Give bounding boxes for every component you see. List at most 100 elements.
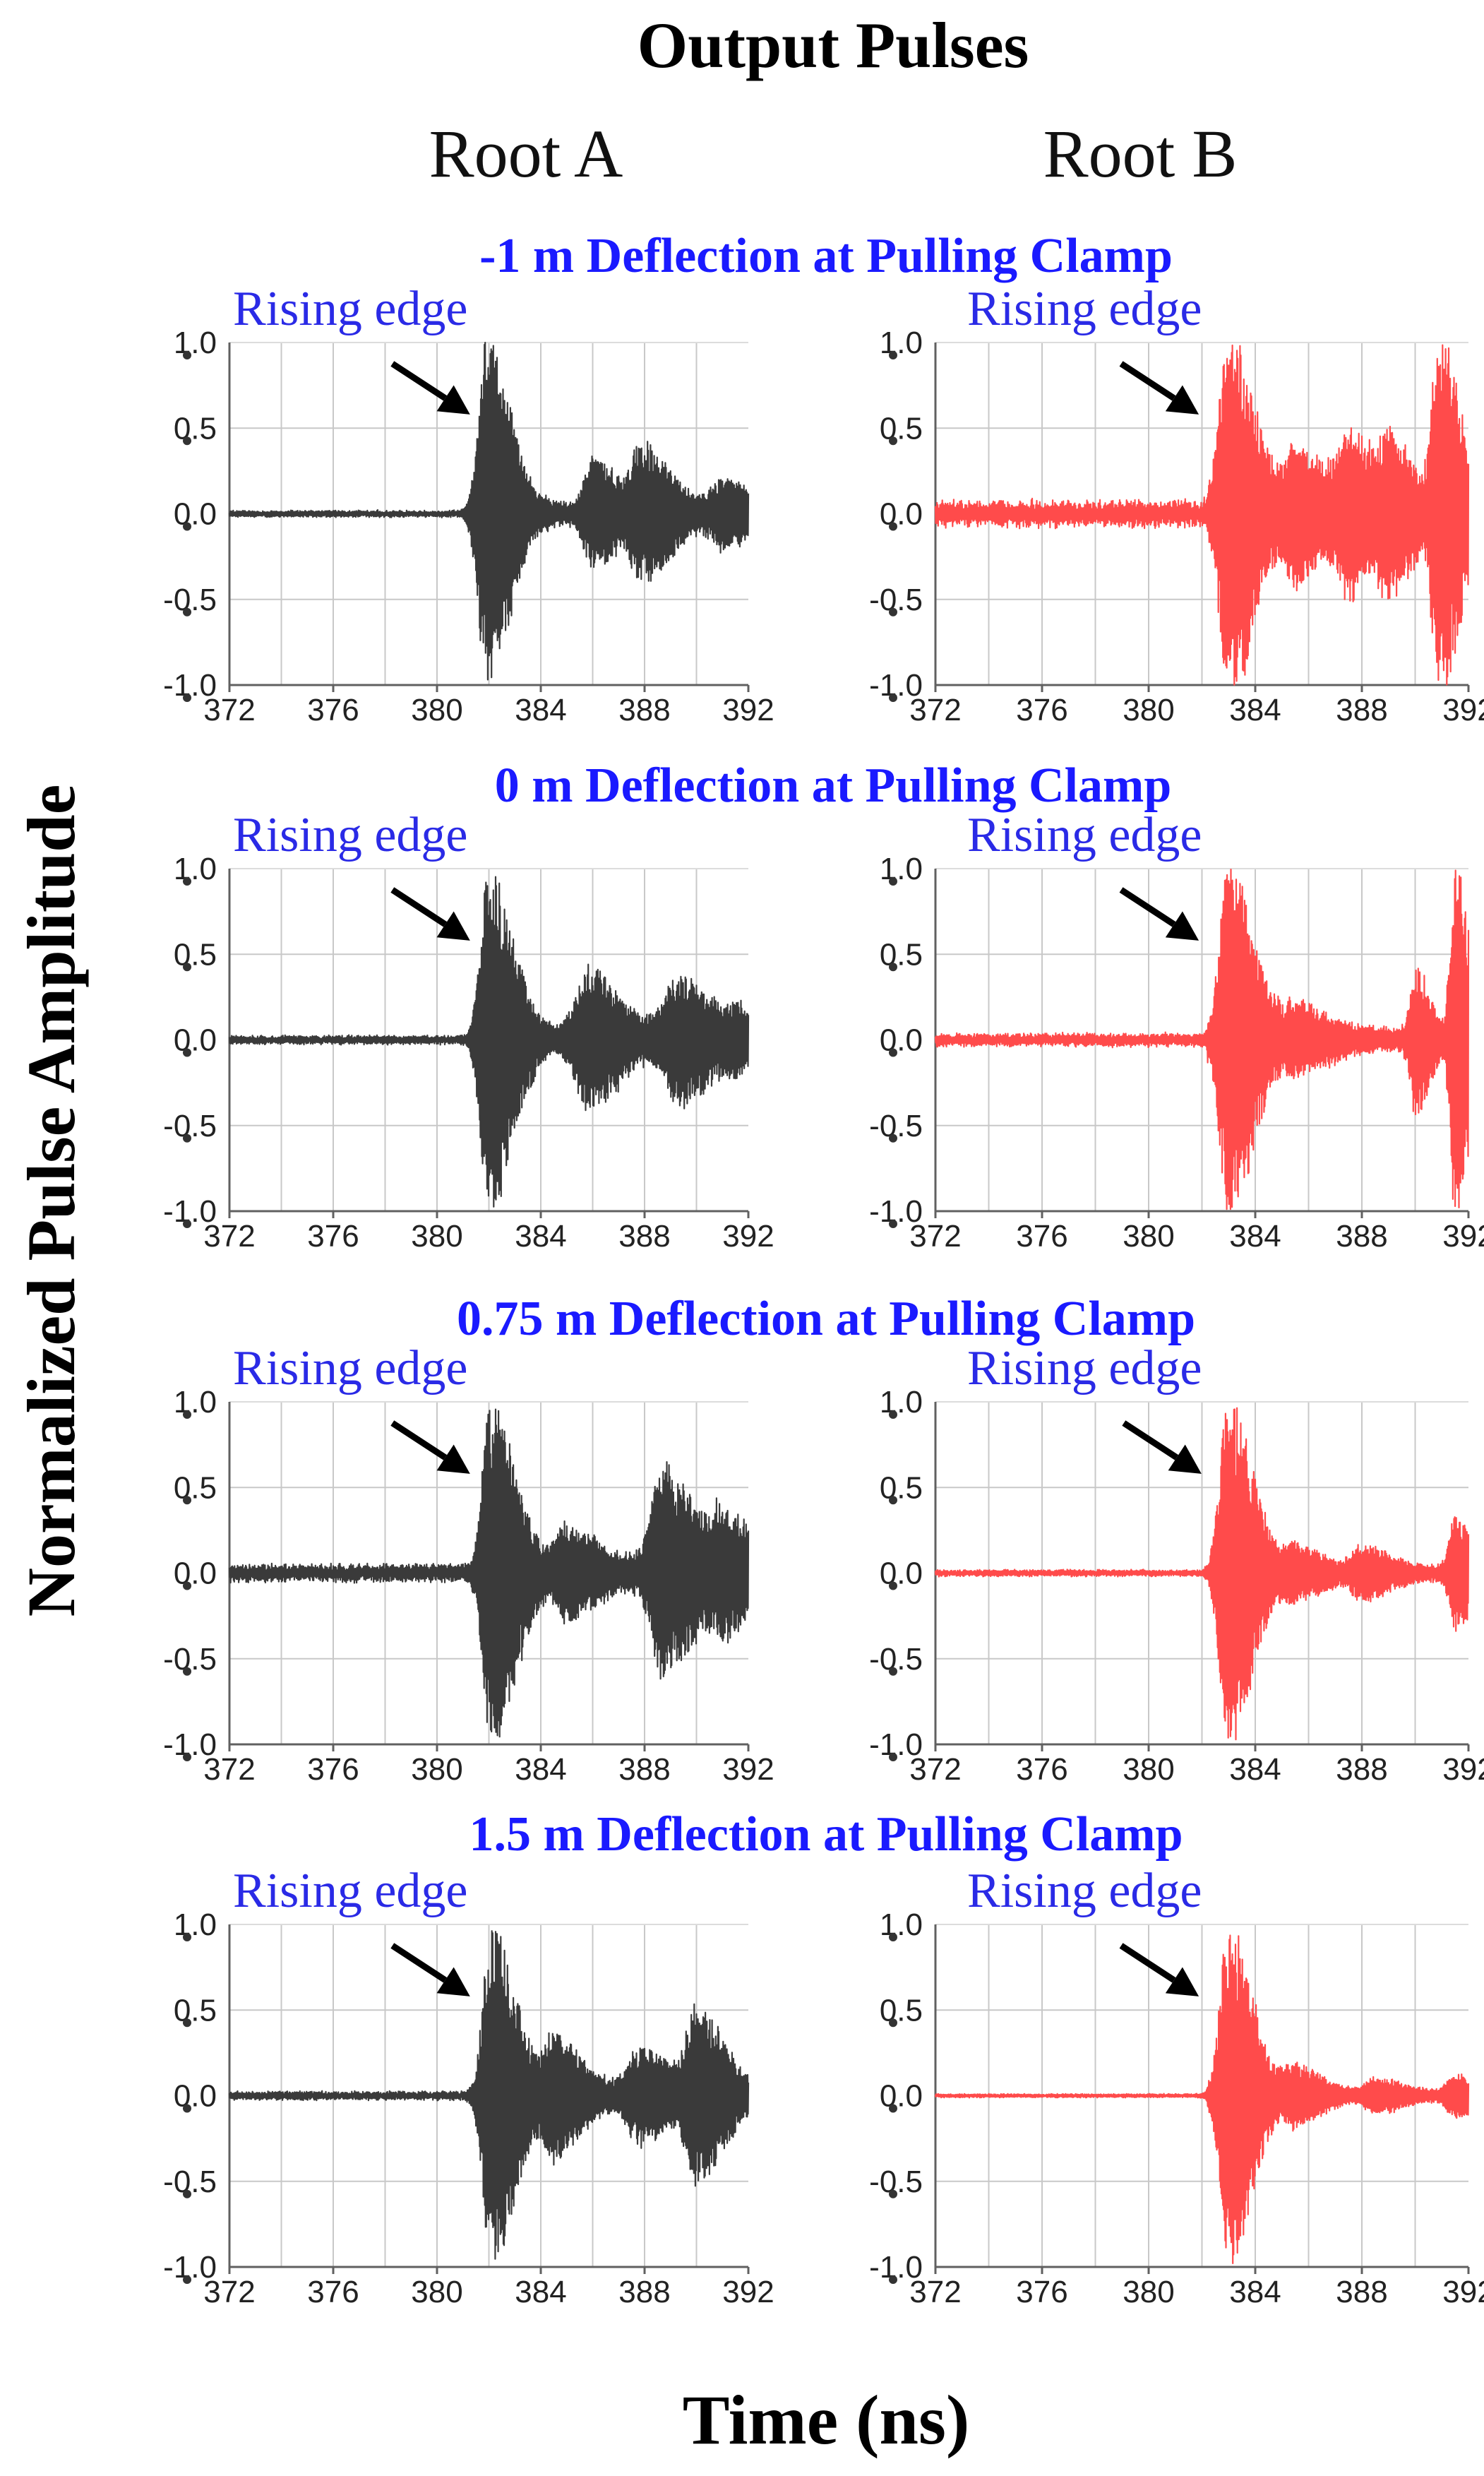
- x-tick-label: 388: [1336, 1219, 1387, 1254]
- y-tick-dot: [889, 351, 897, 359]
- panel-title-row-1: -1 m Deflection at Pulling Clamp: [479, 229, 1173, 283]
- y-tick-dot: [183, 1581, 191, 1590]
- column-label-root-b: Root B: [1043, 116, 1238, 191]
- rising-edge-arrow-head: [436, 1444, 470, 1474]
- y-tick-dot: [889, 1220, 897, 1228]
- y-tick-label: 0.0: [174, 1023, 217, 1058]
- panel-r3-root-a: 372 376 380 384 388 3921.00.50.0-0.5-1.0Risin…: [163, 1341, 774, 1787]
- x-tick-label: 376: [1016, 2275, 1067, 2309]
- panel-r1-root-a: 372 376 380 384 388 3921.00.50.0-0.5-1.0Risin…: [163, 282, 774, 727]
- y-tick-label: 1.0: [880, 326, 923, 360]
- y-tick-label: 0.0: [880, 2079, 923, 2114]
- panel-title-row-4: 1.5 m Deflection at Pulling Clamp: [469, 1807, 1183, 1862]
- y-tick-dot: [889, 1581, 897, 1590]
- y-tick-dot: [889, 522, 897, 531]
- rising-edge-label: Rising edge: [233, 282, 467, 336]
- x-tick-label: 372: [203, 693, 255, 727]
- y-tick-label: 0.5: [174, 1470, 217, 1505]
- x-tick-label: 380: [411, 2275, 462, 2309]
- rising-edge-arrow-head: [436, 385, 470, 415]
- y-tick-dot: [183, 1220, 191, 1228]
- rising-edge-arrow-shaft: [1119, 1943, 1176, 1983]
- waveform-r2-root-a: [228, 876, 750, 1208]
- x-tick-label: 392: [1442, 693, 1484, 727]
- x-tick-label: 372: [203, 1752, 255, 1787]
- y-tick-dot: [183, 1933, 191, 1941]
- y-tick-dot: [183, 1048, 191, 1057]
- rising-edge-arrow-shaft: [390, 1420, 448, 1460]
- x-tick-label: 392: [1442, 2275, 1484, 2309]
- y-tick-label: 0.0: [880, 1557, 923, 1591]
- x-tick-label: 376: [1016, 693, 1067, 727]
- y-tick-dot: [889, 877, 897, 886]
- rising-edge-arrow-shaft: [390, 361, 448, 401]
- rising-edge-arrow-shaft: [390, 1943, 448, 1983]
- x-tick-label: 388: [1336, 2275, 1387, 2309]
- rising-edge-label: Rising edge: [233, 808, 467, 862]
- x-tick-label: 388: [618, 1752, 670, 1787]
- x-tick-label: 376: [1016, 1752, 1067, 1787]
- x-tick-label: 372: [909, 1752, 961, 1787]
- rising-edge-arrow-head: [436, 911, 470, 941]
- x-tick-label: 384: [515, 2275, 566, 2309]
- x-axis-label: Time (ns): [683, 2381, 970, 2459]
- y-tick-dot: [889, 1496, 897, 1505]
- y-tick-label: 0.5: [880, 937, 923, 972]
- rising-edge-arrow-shaft: [390, 887, 448, 927]
- waveform-r1-root-b: [934, 344, 1470, 686]
- panel-r2-root-b: 3723763803843883921.00.50.0-0.5-1.0Risin…: [869, 808, 1484, 1254]
- rising-edge-arrow-shaft: [1119, 887, 1176, 927]
- panel-r1-root-b: 3723763803843883921.00.50.0-0.5-1.0Risin…: [869, 282, 1484, 727]
- y-tick-dot: [889, 2104, 897, 2113]
- y-tick-label: 0.5: [880, 1470, 923, 1505]
- x-tick-label: 384: [515, 693, 566, 727]
- x-tick-label: 392: [1442, 1752, 1484, 1787]
- y-tick-dot: [889, 436, 897, 446]
- waveform-panels: 372 376 380 384 388 3921.00.50.0-0.5-1.0Risin…: [163, 282, 1484, 2309]
- y-tick-dot: [183, 1133, 191, 1143]
- y-tick-dot: [889, 963, 897, 972]
- y-tick-dot: [183, 1667, 191, 1676]
- y-tick-dot: [183, 877, 191, 886]
- x-tick-label: 392: [722, 2275, 774, 2309]
- x-tick-label: 380: [1123, 1752, 1174, 1787]
- y-tick-dot: [183, 522, 191, 531]
- panel-title-row-3: 0.75 m Deflection at Pulling Clamp: [457, 1292, 1195, 1346]
- rising-edge-label: Rising edge: [233, 1864, 467, 1918]
- x-tick-label: 376: [307, 1752, 359, 1787]
- y-tick-dot: [889, 1133, 897, 1143]
- x-tick-label: 384: [1229, 1219, 1281, 1254]
- y-tick-dot: [183, 2018, 191, 2028]
- panel-r4-root-a: 372 376 380 384 388 3921.00.50.0-0.5-1.0Risin…: [163, 1864, 774, 2309]
- x-tick-label: 380: [1123, 2275, 1174, 2309]
- y-tick-dot: [183, 1496, 191, 1505]
- y-tick-dot: [889, 1048, 897, 1057]
- waveform-r4-root-b: [934, 1934, 1470, 2264]
- waveform-r2-root-b: [934, 868, 1470, 1210]
- y-tick-label: 0.5: [174, 1993, 217, 2028]
- y-tick-label: 0.0: [174, 1557, 217, 1591]
- x-tick-label: 380: [411, 693, 462, 727]
- x-tick-label: 388: [618, 1219, 670, 1254]
- rising-edge-arrow-head: [436, 1967, 470, 1996]
- y-tick-dot: [889, 1933, 897, 1941]
- y-tick-dot: [183, 963, 191, 972]
- x-tick-label: 376: [1016, 1219, 1067, 1254]
- x-tick-label: 384: [1229, 693, 1281, 727]
- x-tick-label: 372: [203, 1219, 255, 1254]
- x-tick-label: 392: [722, 693, 774, 727]
- x-tick-label: 384: [1229, 1752, 1281, 1787]
- y-tick-dot: [889, 2018, 897, 2028]
- y-tick-label: 1.0: [174, 852, 217, 886]
- waveform-r3-root-b: [934, 1407, 1470, 1741]
- panel-title-row-2: 0 m Deflection at Pulling Clamp: [495, 758, 1172, 813]
- x-tick-label: 372: [203, 2275, 255, 2309]
- y-tick-label: 0.0: [880, 497, 923, 532]
- rising-edge-arrow-shaft: [1119, 361, 1176, 401]
- panel-r4-root-b: 3723763803843883921.00.50.0-0.5-1.0Risin…: [869, 1864, 1484, 2309]
- y-tick-dot: [183, 2104, 191, 2113]
- x-tick-label: 384: [1229, 2275, 1281, 2309]
- y-tick-label: 0.0: [174, 497, 217, 532]
- y-tick-label: 0.5: [174, 937, 217, 972]
